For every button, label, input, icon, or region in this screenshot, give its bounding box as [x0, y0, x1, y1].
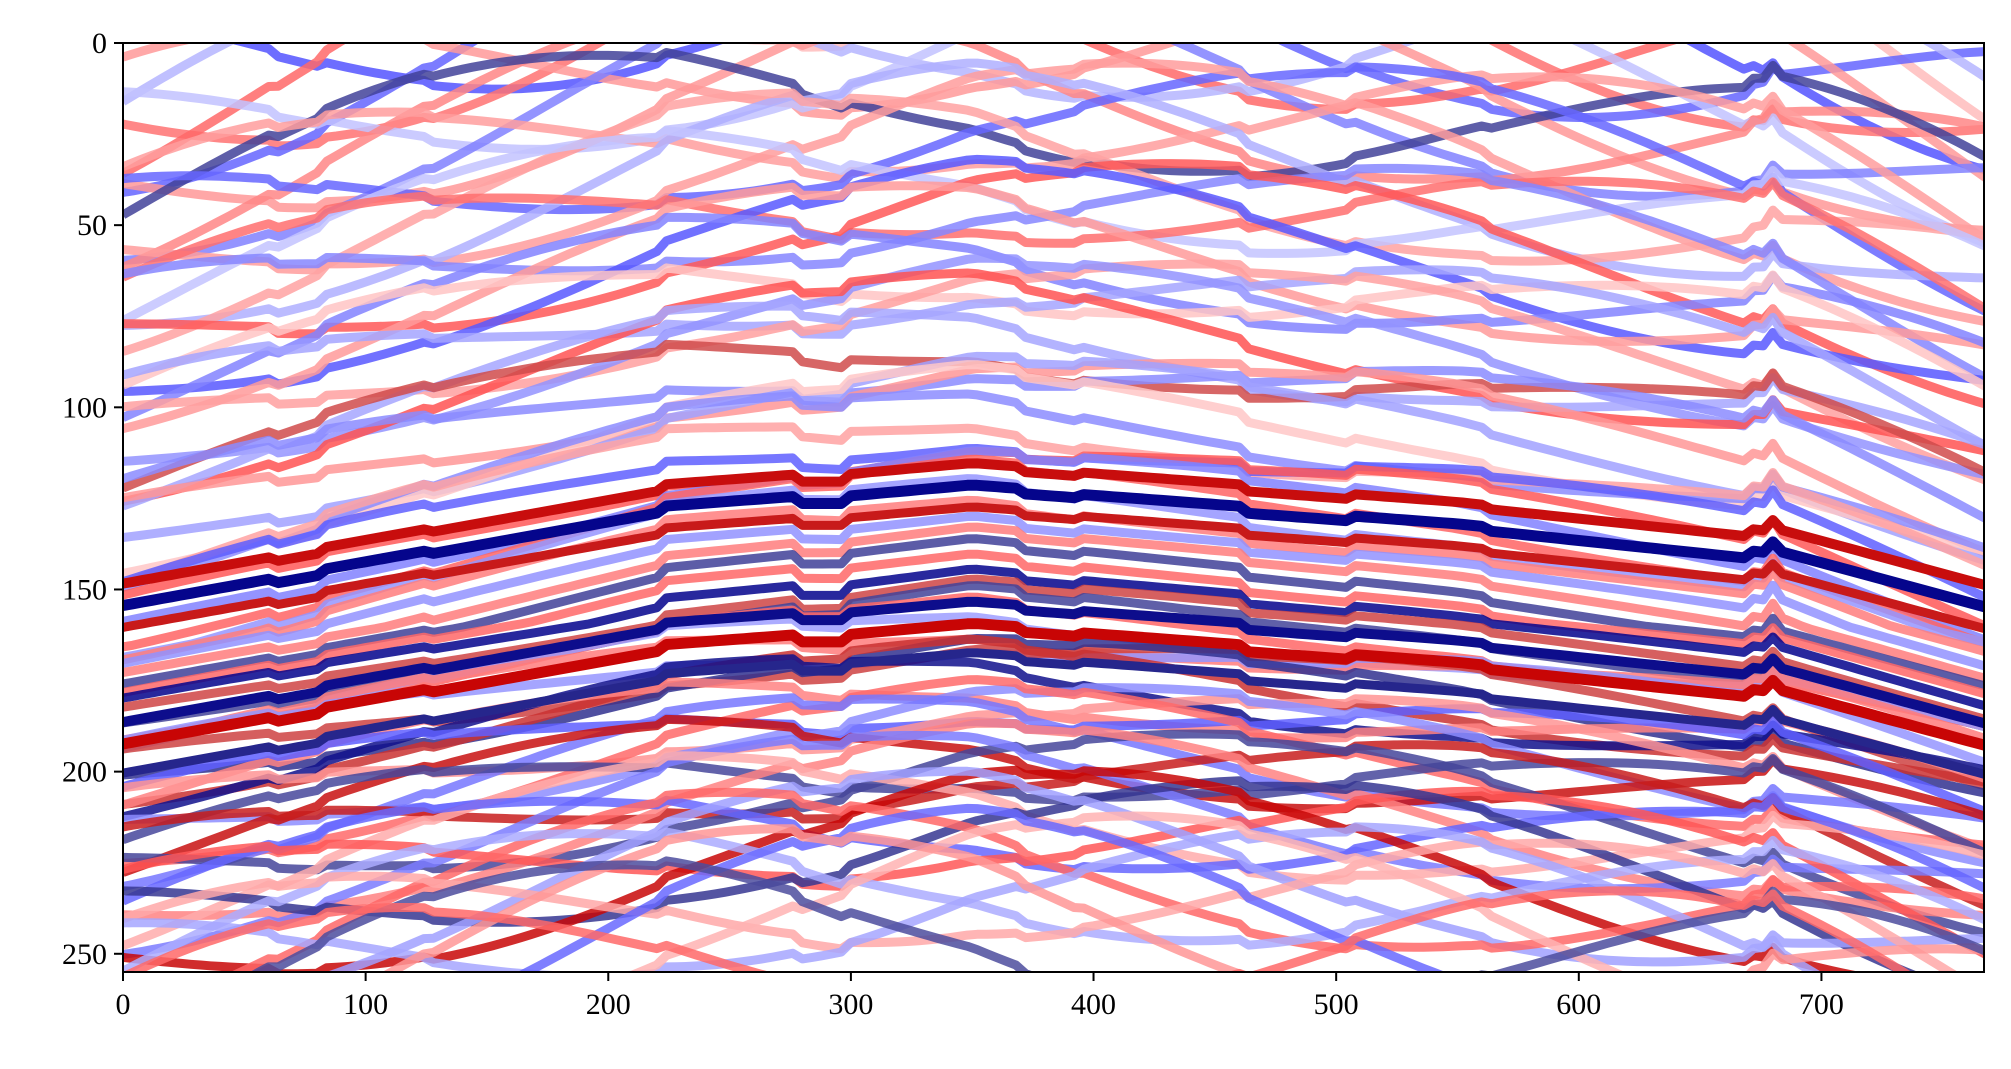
- seismic-reflector: [123, 58, 1984, 330]
- y-tick-label: 150: [62, 573, 107, 606]
- y-tick-label: 250: [62, 938, 107, 971]
- x-tick-label: 0: [116, 988, 131, 1021]
- seismic-reflector: [517, 803, 1446, 972]
- seismic-reflector: [123, 822, 1822, 972]
- seismic-reflector: [249, 856, 1984, 972]
- seismic-reflector: [123, 43, 1984, 197]
- plot-frame: [122, 42, 1985, 973]
- seismic-reflector: [123, 776, 1919, 972]
- x-tick-label: 100: [343, 988, 388, 1021]
- seismic-reflector: [123, 358, 1984, 558]
- x-axis: 0 100 200 300 400 500 600 700: [116, 972, 1844, 1021]
- y-tick-label: 100: [62, 391, 107, 424]
- seismic-reflector: [123, 511, 1984, 671]
- seismic-reflector: [123, 154, 1984, 396]
- seismic-reflector: [123, 422, 1984, 589]
- seismic-reflector: [123, 176, 1984, 314]
- seismic-reflector: [123, 827, 1984, 972]
- seismic-reflector: [123, 729, 1984, 938]
- seismic-reflector: [123, 259, 1984, 485]
- y-tick-label: 50: [77, 209, 107, 242]
- strong-reflector: [123, 502, 1984, 634]
- y-axis: 0 50 100 150 200 250: [62, 27, 123, 971]
- seismic-reflector: [123, 886, 1912, 972]
- seismic-reflector: [228, 43, 1984, 175]
- seismic-reflector: [382, 824, 1984, 972]
- seismic-reflector: [123, 522, 1984, 683]
- seismic-reflector: [123, 574, 1984, 724]
- seismic-reflector: [123, 88, 1984, 356]
- seismic-reflector: [123, 43, 1984, 106]
- seismic-reflector: [123, 268, 1984, 506]
- strong-reflector: [123, 458, 1984, 590]
- seismic-reflector: [123, 43, 1984, 265]
- x-tick-label: 500: [1314, 988, 1359, 1021]
- seismic-reflector: [123, 564, 1984, 711]
- seismic-reflector: [123, 70, 1984, 245]
- strong-reflector: [123, 648, 1984, 779]
- seismic-reflector: [123, 263, 1984, 391]
- seismic-reflector: [123, 549, 1984, 699]
- x-tick-label: 400: [1071, 988, 1116, 1021]
- seismic-reflector: [123, 181, 1984, 433]
- seismic-reflector: [123, 837, 1959, 972]
- seismic-reflector: [326, 766, 1984, 972]
- y-tick-label: 200: [62, 756, 107, 789]
- x-tick-label: 300: [828, 988, 873, 1021]
- seismic-section-heatmap: [123, 43, 1984, 972]
- strong-reflector: [123, 596, 1984, 729]
- x-tick-label: 600: [1556, 988, 1601, 1021]
- y-tick-label: 0: [92, 27, 107, 60]
- seismic-reflector: [123, 534, 1984, 691]
- x-tick-label: 700: [1799, 988, 1844, 1021]
- x-tick-label: 200: [586, 988, 631, 1021]
- strong-reflector: [123, 479, 1984, 613]
- seismic-reflector: [123, 43, 1984, 235]
- strong-reflector: [123, 618, 1984, 751]
- seismic-reflector: [123, 265, 1984, 451]
